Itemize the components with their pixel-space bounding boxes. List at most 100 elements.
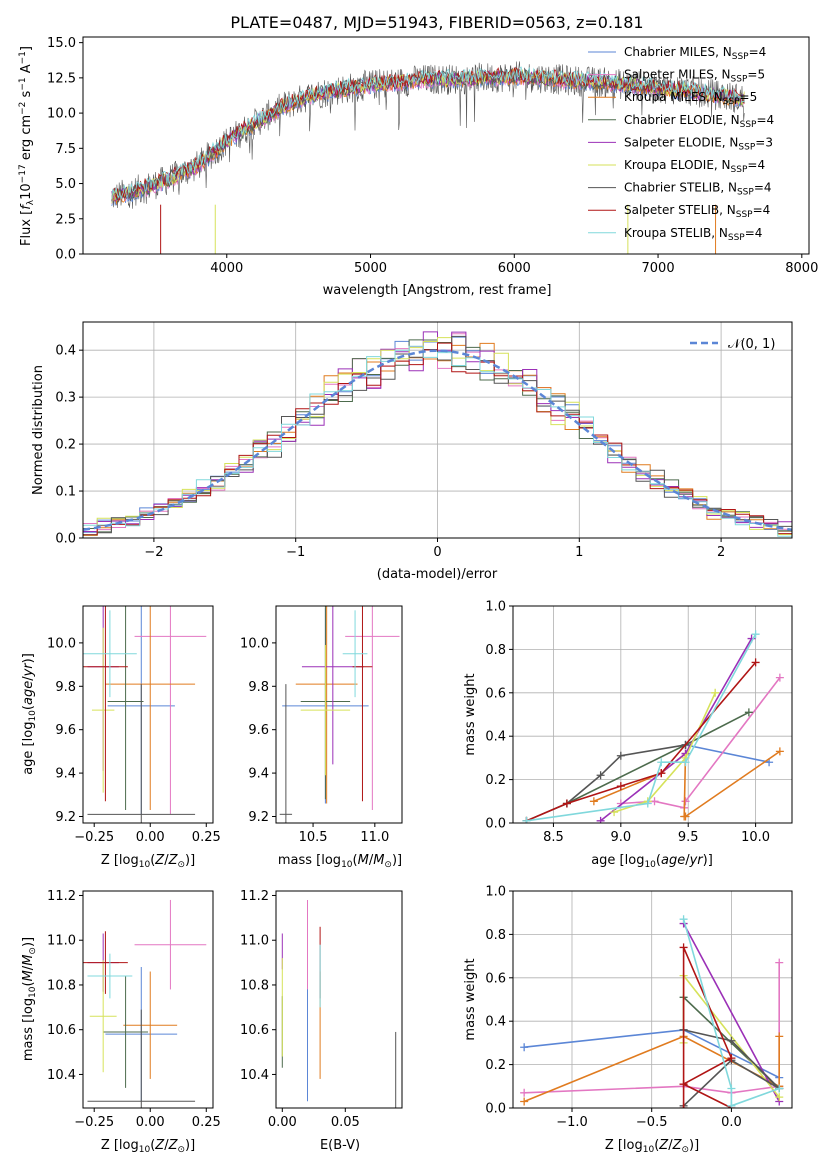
y-tick-label: 0.4 [55,344,76,359]
axes-border [82,890,214,1109]
y-tick-label: 0.2 [485,773,506,788]
axes-border [275,890,403,1109]
y-tick-label: 9.6 [55,723,76,738]
legend-entry: Kroupa STELIB, NSSP=4 [624,226,762,243]
legend-entry-sub: SSP [723,97,740,107]
weight-marker [681,797,690,806]
weight-marker [775,1032,784,1041]
axes-frame: −0.25 0.00 0.25 9.2 9.4 9.6 9.8 10.0 Z [log10(Z/… [21,605,221,870]
x-tick-label: 5000 [354,261,387,276]
x-tick-label: 2 [717,545,725,560]
y-tick-label: 9.4 [248,767,269,782]
errorbar-point-kstelib [342,610,368,698]
x-tick-label: −2 [144,545,163,560]
x-axis-label: Z [log10(Z/Z⊙)] [101,1138,195,1155]
weight-marker [775,673,784,682]
x-tick-label: 0.05 [331,1115,360,1130]
residual-histogram-sstelib [83,342,792,536]
plots-layer: 4000 5000 6000 7000 80000.02.55.07.510.012.5… [18,36,818,1155]
y-axis-label: mass [log10(M/M⊙)] [21,937,38,1061]
plot-area [522,630,784,823]
legend-entry-text: Kroupa ELODIE, N [624,158,731,172]
y-tick-label: 10.4 [47,1068,76,1083]
y-tick-label: 0.4 [485,730,506,745]
legend-entry-tail: =4 [753,203,771,217]
y-tick-label: 0.4 [485,1015,506,1030]
errorbar-point-sstelib [83,606,128,802]
legend-entry-tail: =5 [747,68,765,82]
x-tick-label: 6000 [498,261,531,276]
y-tick-label: 15.0 [47,36,76,51]
weight-marker [744,708,753,717]
errorbar-point-sstelib [352,606,373,802]
y-tick-label: 0.6 [485,686,506,701]
chart-age_vs_mass: 10.5 11.0 9.2 9.4 9.6 9.8 10.0 mass [log10(M/M⊙… [240,605,403,870]
legend-entry-tail: =5 [740,90,758,104]
y-tick-label: 11.0 [240,934,269,949]
weight-marker [751,658,760,667]
weight-series-kstelib [522,630,760,823]
plot-area [83,899,207,1108]
y-tick-label: 11.0 [47,934,76,949]
weight-marker [775,1093,784,1102]
weight-marker [775,958,784,967]
y-axis-label: mass weight [463,958,478,1040]
weight-marker [589,797,598,806]
weight-marker [596,816,605,823]
weight-marker [727,1054,736,1063]
plot-area [279,606,400,823]
legend-entry: Kroupa ELODIE, NSSP=4 [624,158,765,175]
x-tick-label: 8000 [785,261,818,276]
normal-curve [83,349,792,532]
errorbar-point-kstelib [83,610,137,698]
legend-entry: Chabrier ELODIE, NSSP=4 [624,113,774,130]
chart-spectrum: 4000 5000 6000 7000 8000 0.0 2.5 5.0 7.5 10.0 12.5… [18,36,818,298]
axes-frame: 4000 5000 6000 7000 8000 0.0 2.5 5.0 7.5 10.0 12.5… [18,36,818,298]
y-tick-label: 2.5 [55,212,76,227]
x-tick-label: 0.25 [192,830,221,845]
y-tick-label: 10.6 [47,1023,76,1038]
errorbar-point-smiles [134,899,207,990]
weight-marker [679,915,688,924]
legend-entry-text: Salpeter ELODIE, N [624,135,738,149]
x-tick-label: 7000 [642,261,675,276]
y-axis-label: mass weight [463,673,478,755]
x-axis-label: Z [log10(Z/Z⊙)] [101,853,195,870]
y-tick-label: 10.0 [47,107,76,122]
legend-entry-text: Kroupa MILES, N [624,90,723,104]
weight-marker [643,799,652,808]
y-tick-label: 1.0 [485,600,506,615]
weight-marker [679,943,688,952]
errorbar-point-cstelib [279,684,293,823]
axes-frame: −1.0 −0.5 0.0 0.0 0.2 0.4 0.6 0.8 1.0 Z [log10(Z/… [463,885,793,1155]
chart-mass_vs_Z: −0.25 0.00 0.25 10.4 10.6 10.8 11.0 11.2 Z [log1… [21,889,221,1155]
legend-entry-tail: =4 [756,113,774,127]
y-axis-label: Normed distribution [31,365,46,495]
legend-entry-text: Salpeter MILES, N [624,68,731,82]
x-tick-label: 0.00 [268,1115,297,1130]
y-tick-label: 9.2 [55,810,76,825]
x-tick-label: 4000 [210,261,243,276]
y-tick-label: 9.8 [55,680,76,695]
weight-line [681,947,733,1108]
y-tick-label: 0.0 [485,817,506,832]
errorbar-point-smiles [345,606,400,810]
y-tick-label: 9.2 [248,810,269,825]
x-tick-label: −1 [286,545,305,560]
y-tick-label: 10.0 [47,636,76,651]
x-axis-label: (data-model)/error [377,567,498,582]
x-tick-label: 1 [575,545,583,560]
x-axis-label: age [log10(age/yr)] [591,853,713,870]
chart-weight_vs_age: 8.5 9.0 9.5 10.0 0.0 0.2 0.4 0.6 0.8 1.0 age [log1… [463,600,793,870]
legend-entry-text: Salpeter STELIB, N [624,203,736,217]
legend-entry: Salpeter ELODIE, NSSP=3 [624,135,773,152]
y-tick-label: 9.4 [55,767,76,782]
axes-border [512,890,793,1109]
errorbar-point-kstelib [87,953,133,999]
x-tick-label: −0.25 [74,830,114,845]
weight-marker [596,771,605,780]
errorbar-point-kelodie [89,960,117,1073]
weight-marker [775,747,784,756]
y-tick-label: 1.0 [485,885,506,900]
